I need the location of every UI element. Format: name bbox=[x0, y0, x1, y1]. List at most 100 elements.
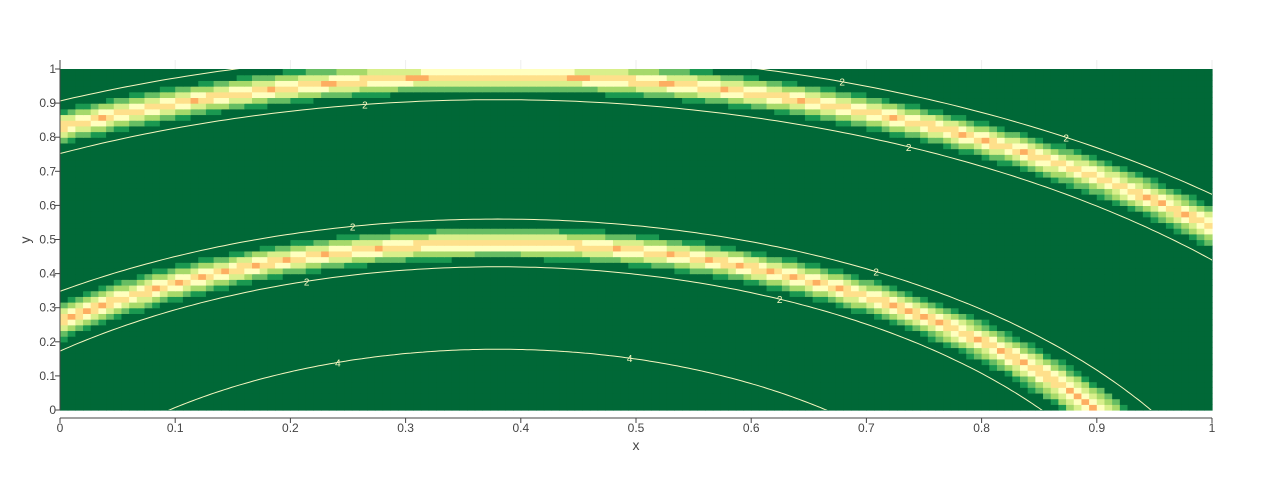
heatmap-cell bbox=[467, 404, 476, 411]
heatmap-cell bbox=[205, 284, 215, 292]
heatmap-cell bbox=[728, 290, 737, 297]
heatmap-cell bbox=[136, 336, 146, 343]
heatmap-cell bbox=[751, 347, 760, 354]
heatmap-cell bbox=[820, 290, 829, 297]
heatmap-cell bbox=[474, 370, 483, 377]
heatmap-cell bbox=[275, 404, 284, 411]
heatmap-cell bbox=[789, 239, 798, 246]
heatmap-cell bbox=[136, 404, 146, 411]
heatmap-cell bbox=[482, 245, 491, 252]
heatmap-cell bbox=[205, 375, 215, 383]
heatmap-cell bbox=[781, 392, 791, 400]
heatmap-cell bbox=[205, 341, 215, 349]
heatmap-cell bbox=[735, 341, 745, 349]
heatmap-cell bbox=[835, 302, 844, 309]
heatmap-cell bbox=[666, 302, 675, 309]
heatmap-cell bbox=[720, 302, 729, 309]
heatmap-cell bbox=[451, 239, 460, 246]
heatmap-cell bbox=[1089, 250, 1098, 258]
heatmap-cell bbox=[121, 216, 130, 224]
heatmap-cell bbox=[67, 296, 76, 303]
heatmap-cell bbox=[966, 233, 975, 241]
heatmap-cell bbox=[267, 307, 276, 314]
heatmap-cell bbox=[290, 358, 299, 366]
heatmap-cell bbox=[1073, 398, 1083, 405]
heatmap-cell bbox=[689, 256, 699, 263]
heatmap-cell bbox=[743, 279, 752, 286]
heatmap-cell bbox=[282, 364, 291, 371]
heatmap-cell bbox=[175, 392, 184, 400]
heatmap-cell bbox=[1081, 262, 1090, 269]
heatmap-cell bbox=[359, 302, 368, 309]
heatmap-cell bbox=[728, 341, 737, 349]
heatmap-cell bbox=[167, 347, 176, 354]
heatmap-cell bbox=[344, 273, 353, 280]
heatmap-cell bbox=[244, 364, 253, 371]
heatmap-cell bbox=[1081, 239, 1090, 246]
heatmap-cell bbox=[1104, 336, 1113, 343]
heatmap-cell bbox=[397, 307, 407, 314]
heatmap-cell bbox=[367, 284, 376, 292]
heatmap-cell bbox=[904, 267, 914, 275]
heatmap-cell bbox=[689, 290, 699, 297]
heatmap-cell bbox=[259, 233, 268, 241]
heatmap-cell bbox=[490, 267, 499, 275]
heatmap-cell bbox=[1188, 353, 1198, 360]
heatmap-cell bbox=[497, 398, 507, 405]
heatmap-cell bbox=[436, 284, 445, 292]
heatmap-cell bbox=[881, 358, 891, 366]
heatmap-cell bbox=[382, 296, 391, 303]
heatmap-cell bbox=[996, 222, 1006, 229]
heatmap-cell bbox=[666, 279, 675, 286]
heatmap-cell bbox=[866, 302, 875, 309]
heatmap-cell bbox=[1012, 245, 1021, 252]
heatmap-cell bbox=[920, 250, 929, 258]
heatmap-cell bbox=[1004, 279, 1013, 286]
heatmap-cell bbox=[789, 364, 798, 371]
heatmap-cell bbox=[566, 330, 576, 337]
heatmap-cell bbox=[597, 296, 606, 303]
heatmap-cell bbox=[1096, 222, 1106, 229]
heatmap-cell bbox=[136, 358, 146, 366]
heatmap-cell bbox=[1073, 364, 1083, 371]
heatmap-cell bbox=[190, 381, 199, 388]
heatmap-cell bbox=[620, 279, 629, 286]
heatmap-cell bbox=[705, 256, 714, 263]
heatmap-cell bbox=[290, 245, 299, 252]
heatmap-cell bbox=[536, 245, 545, 252]
heatmap-cell bbox=[1165, 267, 1175, 275]
heatmap-cell bbox=[605, 296, 614, 303]
heatmap-cell bbox=[428, 307, 437, 314]
heatmap-cell bbox=[167, 233, 176, 241]
heatmap-cell bbox=[467, 250, 476, 258]
heatmap-cell bbox=[190, 341, 199, 349]
heatmap-cell bbox=[820, 341, 829, 349]
heatmap-cell bbox=[182, 267, 192, 275]
heatmap-cell bbox=[1112, 233, 1121, 241]
heatmap-cell bbox=[659, 250, 668, 258]
heatmap-cell bbox=[1173, 324, 1182, 332]
heatmap-cell bbox=[213, 296, 222, 303]
heatmap-cell bbox=[1142, 392, 1152, 400]
heatmap-cell bbox=[290, 341, 299, 349]
heatmap-cell bbox=[1073, 233, 1083, 241]
heatmap-cell bbox=[935, 387, 944, 394]
heatmap-cell bbox=[1104, 330, 1113, 337]
heatmap-cell bbox=[144, 392, 153, 400]
heatmap-cell bbox=[1165, 262, 1175, 269]
heatmap-cell bbox=[689, 273, 699, 280]
heatmap-cell bbox=[720, 267, 729, 275]
heatmap-cell bbox=[666, 313, 675, 320]
heatmap-cell bbox=[659, 267, 668, 275]
heatmap-cell bbox=[981, 222, 990, 229]
heatmap-cell bbox=[1081, 250, 1090, 258]
heatmap-cell bbox=[758, 245, 768, 252]
heatmap-cell bbox=[444, 273, 453, 280]
heatmap-cell bbox=[912, 358, 921, 366]
heatmap-cell bbox=[582, 341, 591, 349]
heatmap-cell bbox=[244, 279, 253, 286]
heatmap-cell bbox=[374, 279, 384, 286]
heatmap-cell bbox=[490, 284, 499, 292]
heatmap-cell bbox=[781, 347, 791, 354]
heatmap-cell bbox=[820, 404, 829, 411]
